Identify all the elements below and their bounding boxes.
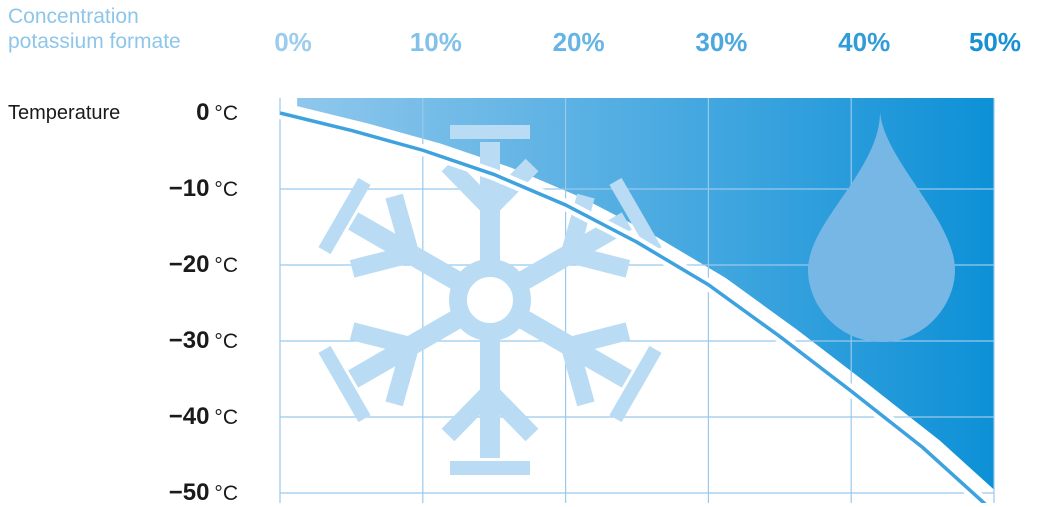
- y-tick-label: −30 °C: [169, 327, 238, 355]
- snowflake-arm: [441, 328, 539, 475]
- x-tick-label: 0%: [274, 27, 312, 57]
- snowflake-arm: [318, 305, 471, 423]
- y-tick-unit: °C: [214, 254, 238, 277]
- y-tick-label: −10 °C: [169, 175, 238, 203]
- x-tick-label: 50%: [968, 27, 1022, 57]
- snowflake-arm: [509, 305, 662, 423]
- x-tick-label: 40%: [838, 27, 891, 57]
- y-axis-title: Temperature: [8, 102, 121, 124]
- y-tick-value: −50: [168, 479, 210, 506]
- y-tick-label: −20 °C: [169, 251, 238, 279]
- y-tick-value: −10: [168, 175, 210, 202]
- x-tick-label: 20%: [552, 27, 605, 57]
- y-tick-unit: °C: [214, 330, 238, 353]
- y-tick-label: −50 °C: [169, 479, 238, 507]
- x-axis-title-line2: potassium formate: [8, 30, 181, 53]
- x-tick-label: 30%: [695, 27, 748, 57]
- y-tick-label: −40 °C: [169, 403, 238, 431]
- droplet-icon: [808, 112, 955, 342]
- liquid-region: [297, 98, 994, 490]
- freezing-curve: [279, 111, 987, 503]
- x-axis-title: Concentration potassium formate: [8, 4, 181, 54]
- y-tick-value: 0: [196, 99, 210, 126]
- snowflake-icon: [318, 125, 662, 475]
- x-axis-title-line1: Concentration: [8, 5, 139, 28]
- y-tick-value: −30: [168, 327, 210, 354]
- y-tick-unit: °C: [214, 178, 238, 201]
- y-tick-unit: °C: [214, 482, 238, 505]
- y-tick-value: −40: [168, 403, 210, 430]
- y-tick-unit: °C: [214, 406, 238, 429]
- x-tick-label: 10%: [409, 27, 462, 57]
- y-tick-label: 0 °C: [196, 99, 238, 127]
- snowflake-hub: [449, 259, 531, 341]
- y-tick-unit: °C: [214, 102, 238, 125]
- snowflake-arm: [318, 177, 471, 295]
- y-tick-value: −20: [168, 251, 210, 278]
